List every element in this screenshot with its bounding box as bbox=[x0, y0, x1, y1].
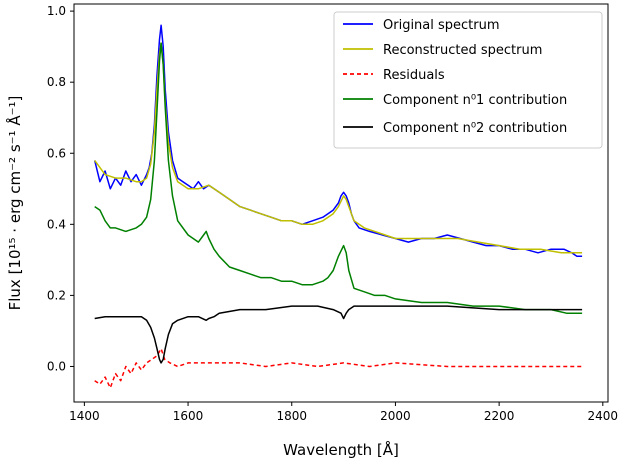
series-line-3 bbox=[94, 347, 583, 389]
series-line-4 bbox=[94, 42, 583, 314]
y-tick-label: 0.0 bbox=[47, 359, 66, 373]
x-axis-label: Wavelength [Å] bbox=[283, 440, 399, 459]
legend-label-5: Component n⁰2 contribution bbox=[383, 121, 567, 136]
x-tick-label: 2000 bbox=[380, 409, 411, 423]
y-tick-label: 0.8 bbox=[47, 75, 66, 89]
legend-box bbox=[333, 11, 603, 149]
y-axis-label: Flux [10¹⁵ · erg cm⁻² s⁻¹ Å⁻¹] bbox=[5, 96, 24, 311]
y-tick-label: 1.0 bbox=[47, 4, 66, 18]
legend-label-3: Residuals bbox=[383, 68, 445, 83]
x-tick-label: 2400 bbox=[588, 409, 619, 423]
x-tick-label: 1400 bbox=[69, 409, 100, 423]
x-tick-label: 2200 bbox=[484, 409, 515, 423]
y-tick-label: 0.6 bbox=[47, 146, 66, 160]
legend: Original spectrum Reconstructed spectrum R… bbox=[333, 11, 603, 149]
legend-label-2: Reconstructed spectrum bbox=[383, 43, 542, 58]
legend-label-1: Original spectrum bbox=[383, 18, 500, 33]
series-line-2 bbox=[94, 42, 583, 254]
x-tick-label: 1600 bbox=[173, 409, 204, 423]
y-tick-label: 0.2 bbox=[47, 288, 66, 302]
y-tick-label: 0.4 bbox=[47, 217, 66, 231]
x-axis-ticks: 1400 1600 1800 2000 2200 2400 bbox=[69, 402, 618, 423]
series-layer bbox=[93, 24, 583, 389]
legend-label-4: Component n⁰1 contribution bbox=[383, 93, 567, 108]
y-axis-ticks: 0.0 0.2 0.4 0.6 0.8 1.0 bbox=[47, 4, 74, 373]
series-line-5 bbox=[94, 305, 583, 364]
x-tick-label: 1800 bbox=[276, 409, 307, 423]
